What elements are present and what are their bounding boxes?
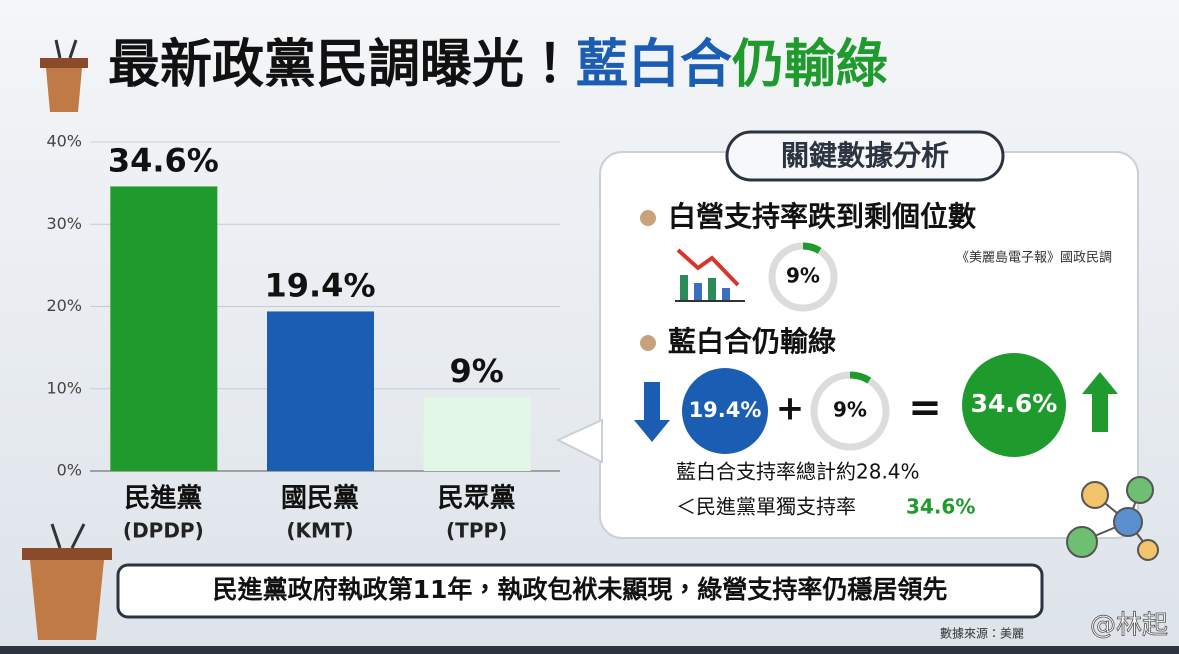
analysis-panel: 關鍵數據分析 白營支持率跌到剩個位數 《美麗島電子報》國政民調 藍白合仍輸綠 1… [555,130,1139,539]
title-part: 藍白合 [576,35,732,95]
pointer-cover [603,421,607,461]
bar [110,186,218,472]
title-part: 仍輸綠 [732,35,888,95]
source-note: 《美麗島電子報》國政民調 [956,251,1112,266]
y-tick-label: 0% [57,461,82,480]
decline-icon [675,248,745,302]
network-icon [1066,476,1159,561]
dpp-circle [962,353,1066,457]
y-tick-label: 10% [46,378,82,397]
value-label: 19.4% [264,266,375,304]
bullet [640,210,656,226]
value-label: 34.6% [108,141,219,179]
plus-sign: + [776,389,805,429]
watermark: @林起 [1090,611,1168,641]
point-text: 藍白合仍輸綠 [668,325,836,358]
panel-pointer [555,418,603,464]
panel-title-pill [725,130,1005,182]
banner-text: 民進黨政府執政第11年，執政包袱未顯現，綠營支持率仍穩居領先 [213,575,948,604]
ring-arc [802,242,822,254]
equation-left: 19.4% [689,398,762,422]
x-tick-label: 民眾黨 [438,484,516,514]
kmt-circle [682,368,768,454]
ring-label: 9% [786,264,820,288]
title-part: 最新政黨民調曝光！ [108,35,576,95]
source-text: 數據來源：美麗 [940,627,1024,641]
down-arrow [634,382,670,442]
x-tick-sublabel: (TPP) [446,519,507,543]
ring-label: 9% [833,398,867,422]
title: 最新政黨民調曝光！藍白合仍輸綠 [108,35,888,95]
x-tick-sublabel: (DPDP) [123,519,204,543]
x-tick-label: 國民黨 [281,484,359,514]
value-label: 9% [450,352,504,390]
podium-icon [22,523,112,640]
y-tick-label: 40% [46,132,82,151]
note-text: ＜民進黨單獨支持率 [676,495,856,519]
bottom-bar [0,646,1179,654]
y-tick-label: 30% [46,214,82,233]
ring-arc [849,371,872,384]
panel-title: 關鍵數據分析 [781,139,949,172]
equals-sign: = [908,385,942,431]
bar [423,396,531,471]
note-text: 藍白合支持率總計約28.4% [676,460,920,484]
x-tick-label: 民進黨 [124,484,202,514]
bullet [640,335,656,351]
x-tick-sublabel: (KMT) [286,519,353,543]
up-arrow [1082,372,1118,432]
y-tick-label: 20% [46,296,82,315]
bar-chart: 0% 10% 20% 30% 40% 34.6% 民進黨 (DPDP) 19.4% 國民黨 (KMT… [46,132,560,543]
note-value: 34.6% [906,495,975,519]
point-text: 白營支持率跌到剩個位數 [668,200,976,233]
podium-icon [40,39,88,112]
banner-box [116,563,1044,619]
equation-right: 34.6% [971,389,1058,418]
bar [267,311,374,471]
